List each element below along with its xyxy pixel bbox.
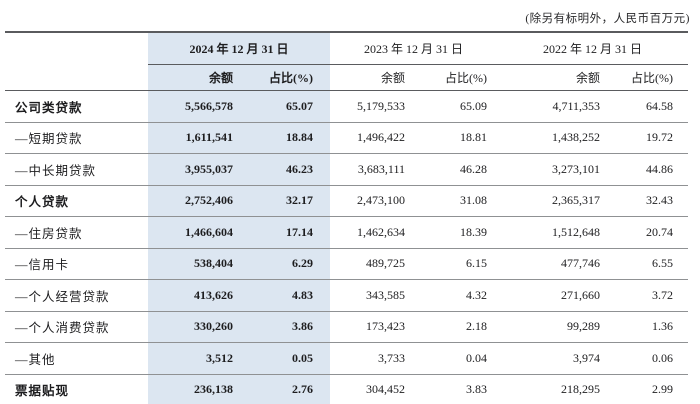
row-label: —中长期贷款 [5, 153, 148, 185]
balance-value: 3,733 [330, 342, 416, 374]
row-label: —其他 [5, 342, 148, 374]
table-row: —住房贷款 1,466,604 17.14 1,462,634 18.39 1,512,6… [5, 216, 689, 248]
pct-value: 6.29 [243, 247, 331, 280]
pct-value: 6.55 [610, 247, 689, 280]
row-label: —个人经营贷款 [5, 279, 148, 311]
pct-value: 18.84 [243, 121, 331, 154]
balance-value: 173,423 [330, 310, 416, 343]
balance-value: 3,683,111 [330, 153, 416, 185]
balance-value: 5,566,578 [148, 90, 243, 122]
balance-header-2023: 余额 [330, 64, 416, 91]
row-label: —住房贷款 [5, 216, 148, 248]
table-row: 票据贴现 236,138 2.76 304,452 3.83 218,295 2.99 [5, 373, 689, 404]
pct-value: 0.06 [610, 342, 689, 374]
balance-value: 2,365,317 [497, 184, 611, 217]
row-label: —个人消费贷款 [5, 310, 148, 343]
pct-value: 4.32 [415, 279, 498, 311]
loans-table: 2024 年 12 月 31 日 2023 年 12 月 31 日 2022 年… [5, 31, 689, 404]
pct-value: 3.86 [243, 310, 331, 343]
table-row: —个人消费贷款 330,260 3.86 173,423 2.18 99,289 1.36 [5, 310, 689, 343]
column-group-2022: 2022 年 12 月 31 日 [497, 32, 689, 65]
balance-value: 5,179,533 [357, 98, 406, 113]
pct-value: 6.15 [415, 247, 498, 280]
empty-corner-cell [5, 64, 148, 91]
row-label: —短期贷款 [5, 121, 148, 154]
row-label: 公司类贷款 [15, 100, 83, 115]
pct-value: 18.39 [415, 216, 498, 248]
currency-unit-note: (除另有标明外，人民币百万元) [525, 13, 690, 25]
table-row: —其他 3,512 0.05 3,733 0.04 3,974 0.06 [5, 342, 689, 374]
table-row: —中长期贷款 3,955,037 46.23 3,683,111 46.28 3,273,… [5, 153, 689, 185]
pct-header-2024: 占比(%) [243, 64, 331, 91]
pct-value: 31.08 [415, 184, 498, 217]
column-group-2023: 2023 年 12 月 31 日 [330, 32, 498, 65]
pct-value: 2.18 [415, 310, 498, 343]
balance-value: 2,752,406 [148, 184, 243, 217]
balance-value: 1,611,541 [148, 121, 243, 154]
balance-value: 2,473,100 [330, 184, 416, 217]
table-body: 公司类贷款 5,566,578 65.07 5,179,533 65.09 4,711,3… [5, 90, 689, 404]
pct-value: 64.58 [646, 98, 674, 113]
balance-value: 1,438,252 [497, 121, 611, 154]
pct-value: 18.81 [415, 121, 498, 154]
balance-header-2022: 余额 [497, 64, 611, 91]
balance-value: 3,512 [148, 342, 243, 374]
balance-value: 413,626 [148, 279, 243, 311]
pct-value: 3.83 [415, 373, 498, 404]
table-row: 公司类贷款 5,566,578 65.07 5,179,533 65.09 4,711,3… [5, 90, 688, 122]
balance-value: 477,746 [497, 247, 611, 280]
balance-value: 343,585 [330, 279, 416, 311]
balance-value: 1,496,422 [330, 121, 416, 154]
pct-value: 65.09 [460, 98, 488, 113]
row-label: —信用卡 [5, 247, 148, 280]
balance-value: 1,512,648 [497, 216, 611, 248]
balance-header-2024: 余额 [148, 64, 243, 91]
subheader-row: 余额 占比(%) 余额 占比(%) 余额 占比(%) [5, 64, 689, 91]
table-row: —短期贷款 1,611,541 18.84 1,496,422 18.81 1,438,2… [5, 121, 689, 154]
balance-value: 3,273,101 [497, 153, 611, 185]
pct-value: 0.04 [415, 342, 498, 374]
pct-value: 44.86 [610, 153, 689, 185]
balance-value: 1,462,634 [330, 216, 416, 248]
pct-value: 32.17 [243, 184, 331, 217]
table-row: —信用卡 538,404 6.29 489,725 6.15 477,746 6.55 [5, 247, 689, 280]
pct-value: 32.43 [610, 184, 689, 217]
balance-value: 330,260 [148, 310, 243, 343]
pct-value: 1.36 [610, 310, 689, 343]
pct-value: 0.05 [243, 342, 331, 374]
balance-value: 218,295 [497, 373, 611, 404]
pct-value: 46.28 [415, 153, 498, 185]
date-header-row: 2024 年 12 月 31 日 2023 年 12 月 31 日 2022 年… [5, 32, 689, 65]
pct-value: 19.72 [610, 121, 689, 154]
pct-value: 65.07 [243, 90, 331, 122]
balance-value: 99,289 [497, 310, 611, 343]
table-row: —个人经营贷款 413,626 4.83 343,585 4.32 271,660 3.72 [5, 279, 689, 311]
pct-value: 2.76 [243, 373, 331, 404]
pct-value: 4.83 [243, 279, 331, 311]
empty-corner-cell [5, 32, 148, 65]
balance-value: 1,466,604 [148, 216, 243, 248]
row-label: 个人贷款 [5, 184, 148, 217]
pct-header-2022: 占比(%) [610, 64, 689, 91]
column-group-2024: 2024 年 12 月 31 日 [148, 32, 331, 65]
balance-value: 3,955,037 [148, 153, 243, 185]
row-label: 票据贴现 [5, 373, 148, 404]
table-row: 个人贷款 2,752,406 32.17 2,473,100 31.08 2,365,31… [5, 184, 689, 217]
pct-value: 17.14 [243, 216, 331, 248]
pct-value: 3.72 [610, 279, 689, 311]
pct-value: 20.74 [610, 216, 689, 248]
balance-value: 236,138 [148, 373, 243, 404]
pct-value: 2.99 [610, 373, 689, 404]
balance-value: 304,452 [330, 373, 416, 404]
balance-value: 3,974 [497, 342, 611, 374]
pct-value: 46.23 [243, 153, 331, 185]
balance-value: 538,404 [148, 247, 243, 280]
pct-header-2023: 占比(%) [415, 64, 498, 91]
balance-value: 4,711,353 [552, 98, 601, 113]
balance-value: 489,725 [330, 247, 416, 280]
balance-value: 271,660 [497, 279, 611, 311]
